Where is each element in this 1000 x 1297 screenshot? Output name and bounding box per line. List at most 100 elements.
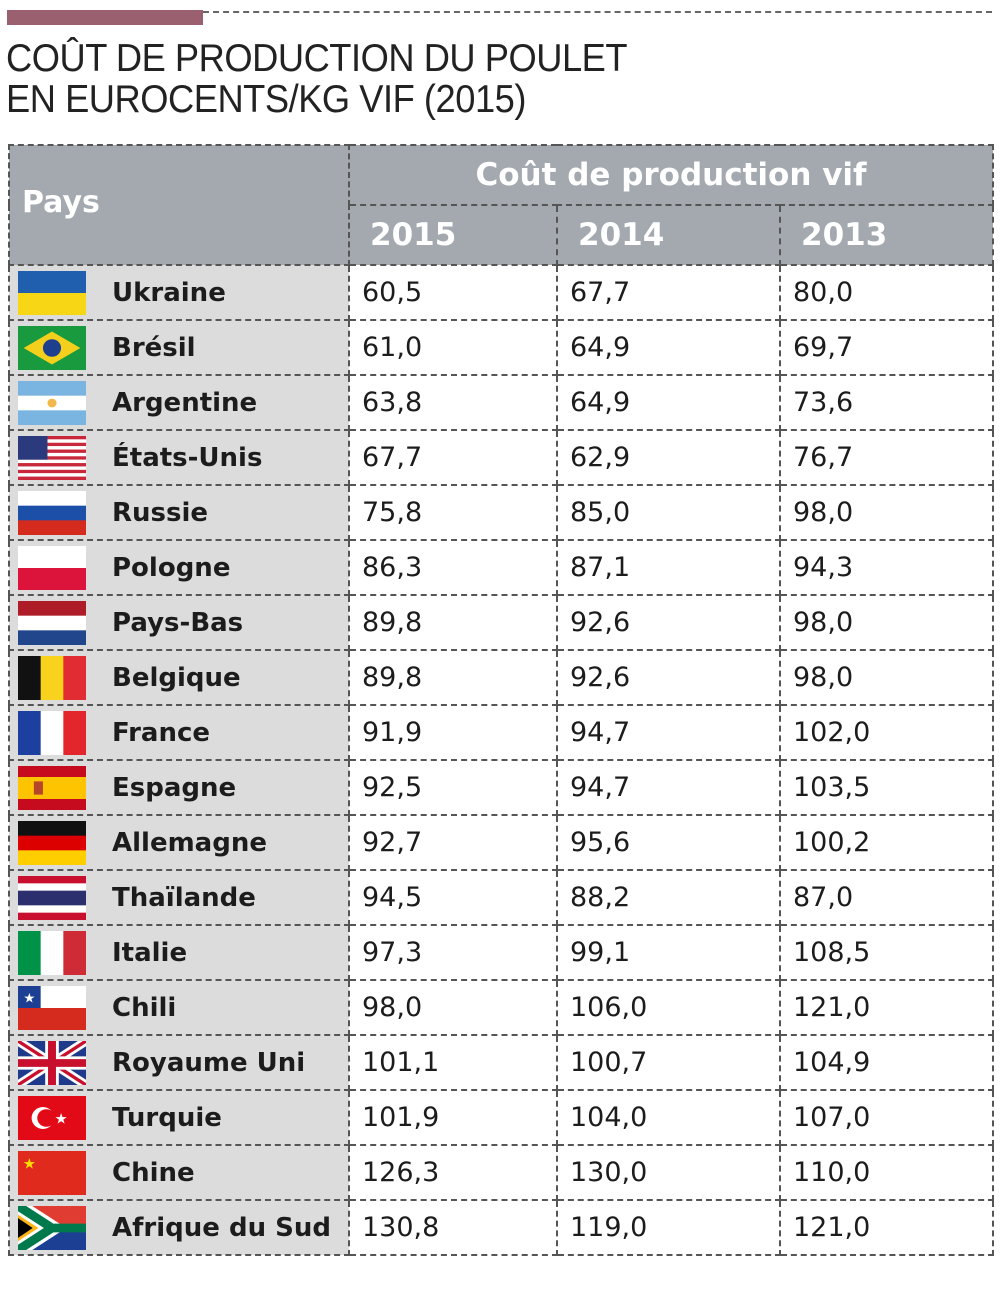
country-name: Argentine [112, 387, 258, 418]
country-name: Allemagne [112, 827, 267, 858]
cost-2014: 94,7 [556, 704, 781, 761]
country-cell: Brésil [8, 319, 350, 376]
cost-2013: 107,0 [778, 1089, 995, 1146]
country-name: Ukraine [112, 277, 226, 308]
cost-2013: 108,5 [778, 924, 995, 981]
country-cell: Afrique du Sud [8, 1199, 350, 1256]
table-row: France 91,9 94,7 102,0 [8, 704, 995, 761]
cost-2014: 62,9 [556, 429, 781, 486]
germany-flag-icon [10, 820, 112, 865]
country-cell: Argentine [8, 374, 350, 431]
country-name: Thaïlande [112, 882, 256, 913]
table-row: Thaïlande 94,5 88,2 87,0 [8, 869, 995, 926]
country-name: Brésil [112, 332, 196, 363]
table-row: Russie 75,8 85,0 98,0 [8, 484, 995, 541]
cost-2014: 67,7 [556, 264, 781, 321]
header-year: 2013 [778, 204, 995, 266]
cost-2015: 75,8 [348, 484, 558, 541]
cost-2013: 110,0 [778, 1144, 995, 1201]
country-cell: Russie [8, 484, 350, 541]
country-name: Espagne [112, 772, 237, 803]
south-africa-flag-icon [10, 1205, 112, 1250]
header-group: Coût de production vif [347, 144, 995, 206]
header-year: 2015 [348, 204, 558, 266]
accent-bar [7, 10, 203, 25]
cost-2014: 99,1 [556, 924, 781, 981]
header-year: 2014 [556, 204, 781, 266]
cost-2013: 98,0 [778, 594, 995, 651]
cost-2013: 104,9 [778, 1034, 995, 1091]
cost-2013: 98,0 [778, 484, 995, 541]
cost-2015: 101,1 [348, 1034, 558, 1091]
table-row: Afrique du Sud 130,8 119,0 121,0 [8, 1199, 995, 1256]
chile-flag-icon: ★ [10, 985, 112, 1030]
country-cell: Pologne [8, 539, 350, 596]
cost-2014: 104,0 [556, 1089, 781, 1146]
svg-text:★: ★ [54, 1111, 67, 1127]
cost-2013: 121,0 [778, 979, 995, 1036]
cost-table: Pays Coût de production vif 2015 2014 20… [8, 144, 995, 1256]
brazil-flag-icon [10, 325, 112, 370]
country-name: Belgique [112, 662, 241, 693]
country-name: Italie [112, 937, 188, 968]
cost-2015: 89,8 [348, 594, 558, 651]
france-flag-icon [10, 710, 112, 755]
cost-2015: 60,5 [348, 264, 558, 321]
cost-2015: 130,8 [348, 1199, 558, 1256]
table-row: États-Unis 67,7 62,9 76,7 [8, 429, 995, 486]
country-name: Pologne [112, 552, 231, 583]
russia-flag-icon [10, 490, 112, 535]
country-name: Turquie [112, 1102, 222, 1133]
table-row: ★ Chine 126,3 130,0 110,0 [8, 1144, 995, 1201]
table-row: Pologne 86,3 87,1 94,3 [8, 539, 995, 596]
cost-2013: 100,2 [778, 814, 995, 871]
country-cell: Espagne [8, 759, 350, 816]
country-name: Russie [112, 497, 209, 528]
country-name: Chine [112, 1157, 195, 1188]
country-cell: France [8, 704, 350, 761]
country-cell: Allemagne [8, 814, 350, 871]
country-cell: Pays-Bas [8, 594, 350, 651]
cost-2014: 88,2 [556, 869, 781, 926]
table-row: Italie 97,3 99,1 108,5 [8, 924, 995, 981]
cost-2015: 86,3 [348, 539, 558, 596]
country-cell: Belgique [8, 649, 350, 706]
spain-flag-icon [10, 765, 112, 810]
country-cell: Ukraine [8, 264, 350, 321]
svg-text:★: ★ [23, 1156, 36, 1172]
cost-2015: 92,5 [348, 759, 558, 816]
netherlands-flag-icon [10, 600, 112, 645]
cost-2015: 61,0 [348, 319, 558, 376]
cost-2014: 92,6 [556, 594, 781, 651]
cost-2013: 98,0 [778, 649, 995, 706]
cost-2015: 97,3 [348, 924, 558, 981]
header-country: Pays [8, 144, 350, 266]
table-row: ★ Turquie 101,9 104,0 107,0 [8, 1089, 995, 1146]
table-row: Allemagne 92,7 95,6 100,2 [8, 814, 995, 871]
country-cell: ★ Turquie [8, 1089, 350, 1146]
argentina-flag-icon [10, 380, 112, 425]
cost-2013: 121,0 [778, 1199, 995, 1256]
table-row: Ukraine 60,5 67,7 80,0 [8, 264, 995, 321]
ukraine-flag-icon [10, 270, 112, 315]
cost-2013: 80,0 [778, 264, 995, 321]
table-row: Argentine 63,8 64,9 73,6 [8, 374, 995, 431]
cost-2013: 103,5 [778, 759, 995, 816]
cost-2013: 76,7 [778, 429, 995, 486]
page-title: COÛT DE PRODUCTION DU POULET EN EUROCENT… [6, 37, 628, 120]
table-row: Royaume Uni 101,1 100,7 104,9 [8, 1034, 995, 1091]
country-name: Chili [112, 992, 177, 1023]
cost-2014: 64,9 [556, 319, 781, 376]
cost-2014: 87,1 [556, 539, 781, 596]
cost-2013: 69,7 [778, 319, 995, 376]
cost-2013: 87,0 [778, 869, 995, 926]
table-row: ★ Chili 98,0 106,0 121,0 [8, 979, 995, 1036]
country-cell: ★ Chine [8, 1144, 350, 1201]
table-row: Brésil 61,0 64,9 69,7 [8, 319, 995, 376]
cost-2014: 94,7 [556, 759, 781, 816]
title-line-1: COÛT DE PRODUCTION DU POULET [6, 37, 628, 80]
country-name: Afrique du Sud [112, 1212, 331, 1243]
cost-2015: 92,7 [348, 814, 558, 871]
turkey-flag-icon: ★ [10, 1095, 112, 1140]
cost-2015: 101,9 [348, 1089, 558, 1146]
